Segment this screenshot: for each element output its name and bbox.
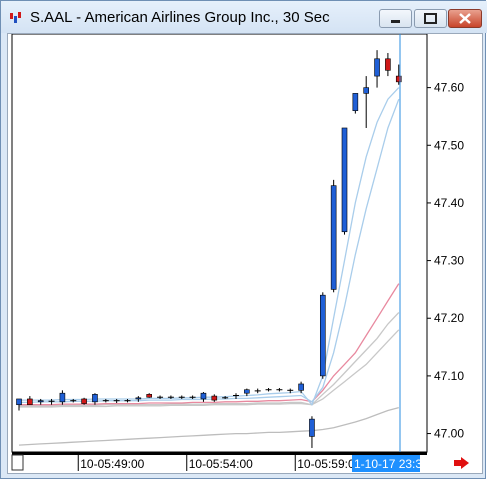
candle [16, 398, 22, 411]
y-tick-label: 47.30 [434, 254, 464, 268]
ma-gray-2-line [19, 329, 400, 408]
maximize-icon [424, 13, 437, 24]
time-axis-bar [12, 452, 427, 455]
candle [309, 416, 315, 448]
candle-body-up [135, 397, 142, 400]
candle [222, 396, 229, 399]
x-axis: 10-05:49:00 10-05:54:00 10-05:59:00 [77, 455, 362, 471]
candle [59, 390, 66, 405]
candle [276, 388, 283, 392]
candle [189, 395, 196, 399]
candle-body-up [16, 398, 22, 406]
candle [27, 396, 33, 406]
chart-icon [10, 12, 21, 23]
y-axis: 47.60 47.50 47.40 47.30 47.20 47.10 47.00 [427, 81, 464, 441]
candle [395, 64, 402, 85]
candle-body-up [309, 418, 315, 437]
candle [265, 388, 272, 392]
candle [211, 394, 218, 402]
window-title: S.AAL - American Airlines Group Inc., 30… [30, 9, 330, 26]
y-tick-label: 47.10 [434, 369, 464, 383]
candle-body-up [37, 400, 44, 403]
title-bar[interactable]: S.AAL - American Airlines Group Inc., 30… [1, 1, 487, 33]
y-tick-label: 47.50 [434, 138, 464, 152]
candle-body-up [92, 394, 98, 403]
candle [287, 388, 294, 394]
ma-gray-line [19, 312, 400, 407]
candle [330, 179, 337, 293]
candle [319, 292, 326, 379]
x-tick-label: 10-05:49:00 [80, 457, 144, 471]
candle-body-down [385, 58, 391, 71]
candle-body-up [319, 294, 326, 377]
candle [135, 396, 142, 402]
candle [363, 76, 370, 128]
candle-body-up [363, 87, 370, 94]
candle-body-up [244, 389, 250, 394]
y-tick-label: 47.00 [434, 427, 464, 441]
candle [233, 393, 239, 399]
candle [81, 397, 87, 405]
candle-body-down [211, 395, 218, 401]
ma-pink-line [19, 283, 400, 406]
candle [70, 398, 77, 403]
candle [200, 392, 207, 402]
candle [178, 395, 185, 399]
y-tick-label: 47.20 [434, 311, 464, 325]
y-tick-label: 47.60 [434, 81, 464, 95]
candles [16, 50, 402, 448]
candle [48, 398, 55, 405]
plot-frame [11, 34, 428, 453]
candle-body-up [59, 392, 66, 403]
ma-slow-line [18, 406, 399, 446]
red-right-arrow-icon[interactable] [454, 457, 469, 469]
candle [385, 53, 391, 77]
candle [374, 50, 380, 88]
candle-body-up [341, 127, 348, 233]
scroll-start-box[interactable] [11, 454, 24, 471]
candle [341, 127, 348, 235]
candle-body-down [81, 398, 87, 404]
candle-body-up [200, 392, 207, 400]
candle [146, 393, 152, 398]
candle [254, 388, 261, 394]
x-tick-label: 10-05:59:00 [297, 457, 361, 471]
candle-body-down [27, 398, 33, 406]
close-icon [459, 13, 471, 24]
candle [124, 398, 131, 403]
candle [113, 398, 120, 403]
candle [298, 381, 304, 394]
y-tick-label: 47.40 [434, 196, 464, 210]
x-tick-label: 10-05:54:00 [189, 457, 253, 471]
candle [352, 93, 359, 114]
candle [167, 395, 174, 399]
cursor-time-label: 1-10-17 23:34:00 [354, 457, 446, 471]
candle [92, 393, 98, 405]
candle-body-up [352, 93, 359, 111]
candle-body-down [395, 75, 402, 83]
candle-body-up [374, 58, 380, 77]
minimize-icon [391, 20, 400, 23]
close-button[interactable] [448, 9, 482, 28]
candle [102, 398, 109, 403]
candle [37, 398, 44, 405]
candle-body-up [298, 383, 304, 391]
cursor-time-label-bg [352, 455, 420, 472]
candle [157, 395, 164, 399]
candle-body-up [330, 185, 337, 290]
candle-body-down [146, 394, 152, 398]
candlestick-chart[interactable]: 47.60 47.50 47.40 47.30 47.20 47.10 47.00 10-0… [8, 34, 482, 473]
candle [244, 388, 250, 397]
chart-area[interactable]: 47.60 47.50 47.40 47.30 47.20 47.10 47.00 10-0… [7, 33, 483, 474]
maximize-button[interactable] [414, 9, 447, 28]
minimize-button[interactable] [379, 9, 412, 28]
